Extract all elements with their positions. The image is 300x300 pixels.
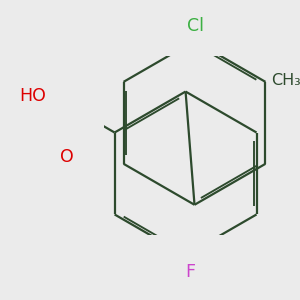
Text: F: F [185, 263, 195, 281]
Text: HO: HO [19, 87, 46, 105]
Text: CH₃: CH₃ [272, 73, 300, 88]
Text: O: O [60, 148, 74, 166]
Text: Cl: Cl [188, 17, 205, 35]
